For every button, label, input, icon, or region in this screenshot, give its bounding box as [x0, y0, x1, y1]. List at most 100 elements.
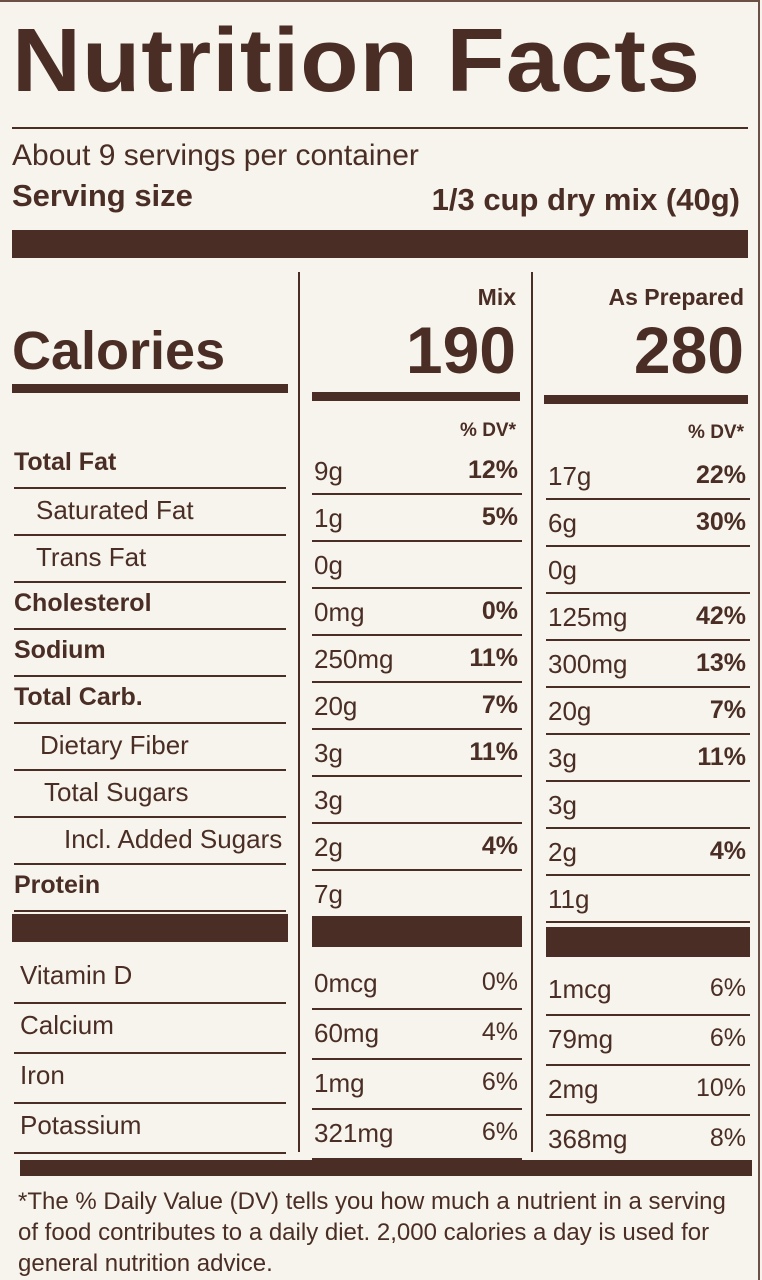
daily-value: 8%	[709, 1124, 746, 1152]
rule	[546, 921, 750, 923]
rule	[312, 728, 522, 730]
thick-bar	[312, 917, 522, 947]
rule	[546, 1164, 750, 1166]
title: Nutrition Facts	[12, 11, 702, 111]
amount: 0g	[314, 550, 343, 580]
rule	[14, 722, 286, 724]
thick-bar	[546, 927, 750, 957]
amount: 2g	[548, 837, 577, 867]
serving-size-label: Serving size	[12, 178, 193, 213]
amount: 1mcg	[548, 974, 612, 1004]
nutrient-name: Total Fat	[14, 448, 117, 476]
daily-value: 4%	[481, 832, 518, 860]
daily-value: 5%	[481, 503, 518, 531]
rule	[546, 780, 750, 782]
nutrient-name: Sodium	[14, 636, 106, 664]
nutrient-name: Cholesterol	[14, 589, 152, 617]
daily-value: 4%	[709, 837, 746, 865]
rule	[12, 127, 748, 129]
rule	[312, 493, 522, 495]
rule	[546, 545, 750, 547]
rule	[546, 1114, 750, 1116]
daily-value: 6%	[709, 974, 746, 1002]
amount: 300mg	[548, 649, 628, 679]
nutrient-name: Calcium	[20, 1010, 114, 1040]
amount: 2g	[314, 832, 343, 862]
rule	[14, 675, 286, 677]
rule	[312, 392, 520, 401]
amount: 3g	[314, 785, 343, 815]
rule	[312, 869, 522, 871]
daily-value: 6%	[709, 1024, 746, 1052]
amount: 125mg	[548, 602, 628, 632]
rule	[14, 816, 286, 818]
amount: 6g	[548, 508, 577, 538]
amount: 321mg	[314, 1118, 394, 1148]
amount: 3g	[314, 738, 343, 768]
amount: 1mg	[314, 1068, 365, 1098]
rule	[312, 822, 522, 824]
daily-value: 42%	[695, 602, 746, 630]
daily-value: 11%	[697, 743, 746, 771]
rule	[14, 1152, 286, 1154]
daily-value: 4%	[481, 1018, 518, 1046]
daily-value: 30%	[695, 508, 746, 536]
rule	[312, 540, 522, 542]
rule	[14, 1052, 286, 1054]
amount: 60mg	[314, 1018, 380, 1048]
daily-value: 6%	[481, 1068, 518, 1096]
daily-value: 13%	[695, 649, 746, 677]
rule	[312, 916, 522, 918]
calories: 280	[633, 313, 744, 387]
amount: 0mg	[314, 597, 365, 627]
rule	[14, 863, 286, 865]
amount: 250mg	[314, 644, 394, 674]
amount: 17g	[548, 461, 592, 491]
daily-value: 12%	[467, 456, 518, 484]
rule	[546, 733, 750, 735]
nutrient-name: Iron	[20, 1060, 65, 1090]
rule	[546, 874, 750, 876]
amount: 0g	[548, 555, 577, 585]
amount: 79mg	[548, 1024, 614, 1054]
column-header: As Prepared	[608, 284, 744, 310]
amount: 9g	[314, 456, 343, 486]
daily-value: 0%	[481, 597, 518, 625]
rule	[14, 1002, 286, 1004]
rule	[14, 534, 286, 536]
column-header: Mix	[477, 284, 516, 310]
serving-size: 1/3 cup dry mix (40g)	[431, 182, 740, 217]
amount: 1g	[314, 503, 343, 533]
daily-value: 7%	[481, 691, 518, 719]
nutrient-name: Saturated Fat	[36, 495, 194, 525]
footnote: *The % Daily Value (DV) tells you how mu…	[18, 1188, 726, 1277]
amount: 368mg	[548, 1124, 628, 1154]
rule	[312, 634, 522, 636]
amount: 0mcg	[314, 968, 378, 998]
calories: 190	[405, 313, 516, 387]
rule	[312, 1058, 522, 1060]
rule	[312, 1008, 522, 1010]
nutrient-name: Trans Fat	[36, 542, 147, 572]
rule	[546, 1064, 750, 1066]
rule	[312, 587, 522, 589]
rule	[546, 592, 750, 594]
daily-value: 10%	[695, 1074, 746, 1102]
rule	[14, 1102, 286, 1104]
amount: 3g	[548, 743, 577, 773]
rule	[14, 910, 286, 912]
daily-value: 11%	[469, 738, 518, 766]
daily-value: 11%	[469, 644, 518, 672]
rule	[546, 639, 750, 641]
amount: 7g	[314, 879, 343, 909]
rule	[546, 686, 750, 688]
daily-value: 22%	[695, 461, 746, 489]
nutrient-name: Total Sugars	[44, 777, 189, 807]
thick-bar	[12, 914, 288, 942]
nutrient-name: Potassium	[20, 1110, 142, 1140]
rule	[544, 395, 748, 404]
rule	[546, 827, 750, 829]
nutrient-name: Vitamin D	[20, 960, 133, 990]
nutrient-name: Dietary Fiber	[40, 730, 189, 760]
